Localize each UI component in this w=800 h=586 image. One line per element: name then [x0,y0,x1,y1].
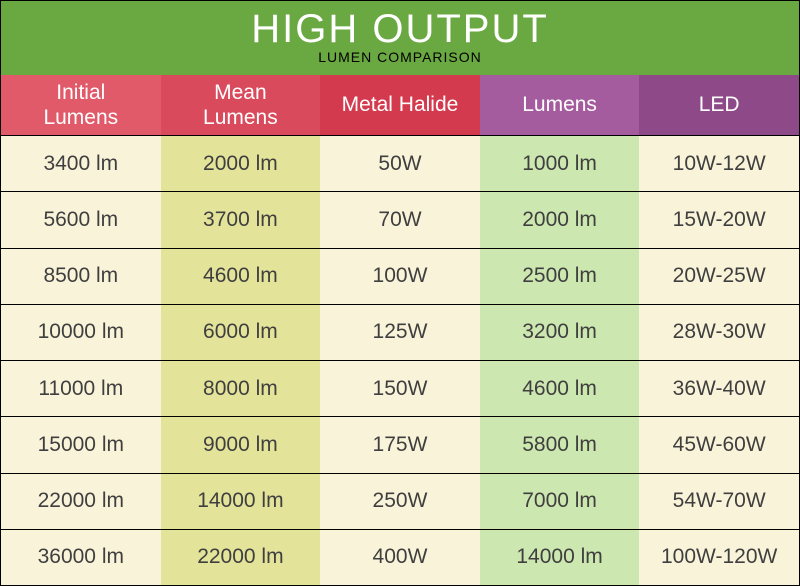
table-cell: 14000 lm [161,474,321,529]
table-cell: 36W-40W [639,361,799,416]
table-row: 8500 lm4600 lm100W2500 lm20W-25W [1,248,799,304]
table-cell: 6000 lm [161,305,321,360]
table-cell: 45W-60W [639,417,799,472]
lumen-comparison-table: HIGH OUTPUT LUMEN COMPARISON InitialLume… [0,0,800,586]
table-cell: 54W-70W [639,474,799,529]
table-subtitle: LUMEN COMPARISON [1,49,799,65]
table-cell: 22000 lm [1,474,161,529]
table-row: 36000 lm22000 lm400W14000 lm100W-120W [1,529,799,585]
table-body: 3400 lm2000 lm50W1000 lm10W-12W5600 lm37… [1,135,799,585]
table-cell: 15W-20W [639,192,799,247]
table-cell: 70W [320,192,480,247]
table-header: HIGH OUTPUT LUMEN COMPARISON [1,1,799,75]
table-cell: 2000 lm [480,192,640,247]
table-cell: 8000 lm [161,361,321,416]
table-cell: 175W [320,417,480,472]
table-title: HIGH OUTPUT [1,7,799,51]
table-cell: 22000 lm [161,530,321,585]
column-header-row: InitialLumensMeanLumensMetal HalideLumen… [1,75,799,135]
table-cell: 5600 lm [1,192,161,247]
table-cell: 10W-12W [639,136,799,191]
column-header: Lumens [480,75,640,135]
table-row: 5600 lm3700 lm70W2000 lm15W-20W [1,191,799,247]
table-cell: 11000 lm [1,361,161,416]
table-cell: 100W [320,249,480,304]
table-cell: 4600 lm [480,361,640,416]
table-cell: 1000 lm [480,136,640,191]
table-cell: 7000 lm [480,474,640,529]
table-cell: 20W-25W [639,249,799,304]
table-row: 10000 lm6000 lm125W3200 lm28W-30W [1,304,799,360]
column-header: MeanLumens [161,75,321,135]
table-cell: 3700 lm [161,192,321,247]
table-cell: 8500 lm [1,249,161,304]
table-cell: 36000 lm [1,530,161,585]
table-row: 22000 lm14000 lm250W7000 lm54W-70W [1,473,799,529]
table-cell: 9000 lm [161,417,321,472]
table-cell: 125W [320,305,480,360]
table-cell: 5800 lm [480,417,640,472]
table-cell: 10000 lm [1,305,161,360]
table-cell: 100W-120W [639,530,799,585]
table-cell: 2000 lm [161,136,321,191]
table-cell: 28W-30W [639,305,799,360]
table-cell: 4600 lm [161,249,321,304]
column-header: LED [639,75,799,135]
table-row: 11000 lm8000 lm150W4600 lm36W-40W [1,360,799,416]
table-row: 15000 lm9000 lm175W5800 lm45W-60W [1,416,799,472]
table-cell: 400W [320,530,480,585]
table-cell: 250W [320,474,480,529]
table-cell: 14000 lm [480,530,640,585]
table-cell: 3400 lm [1,136,161,191]
table-cell: 2500 lm [480,249,640,304]
table-cell: 15000 lm [1,417,161,472]
column-header: Metal Halide [320,75,480,135]
column-header: InitialLumens [1,75,161,135]
table-row: 3400 lm2000 lm50W1000 lm10W-12W [1,135,799,191]
table-cell: 150W [320,361,480,416]
table-cell: 3200 lm [480,305,640,360]
table-cell: 50W [320,136,480,191]
